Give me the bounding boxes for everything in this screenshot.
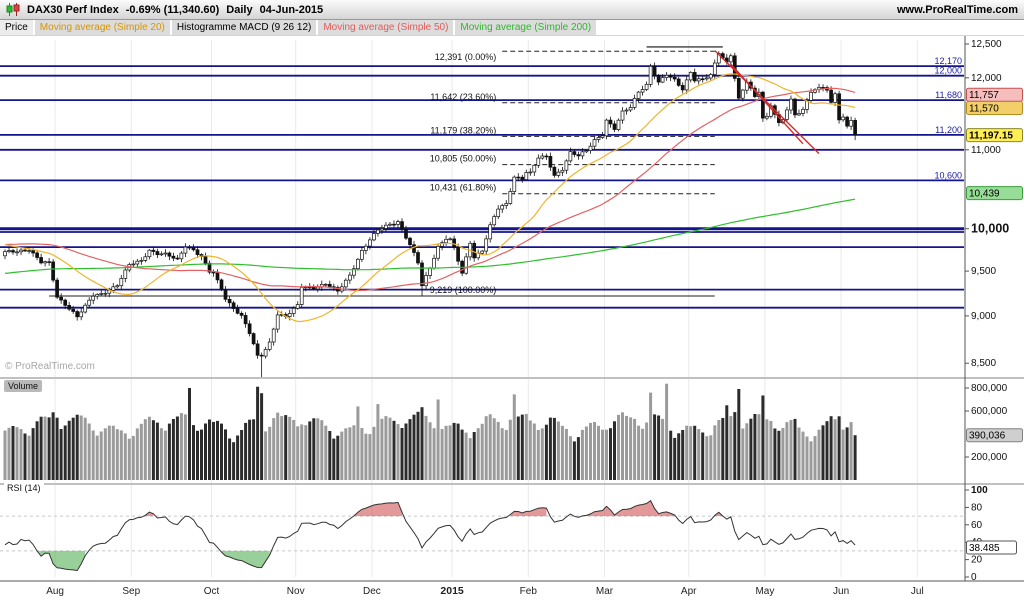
svg-text:9,219 (100.00%): 9,219 (100.00%) <box>430 285 497 295</box>
svg-text:2015: 2015 <box>440 585 464 597</box>
candlestick-icon <box>6 3 20 16</box>
svg-text:12,500: 12,500 <box>971 39 1002 50</box>
svg-text:11,200: 11,200 <box>935 125 962 135</box>
svg-text:60: 60 <box>971 520 983 531</box>
time-axis[interactable]: Aug Sep Oct Nov Dec 2015 Feb Mar Apr May Jun Jul <box>46 585 923 597</box>
svg-text:10,431 (61.80%): 10,431 (61.80%) <box>430 183 497 193</box>
svg-text:38.485: 38.485 <box>969 543 1000 554</box>
svg-text:Oct: Oct <box>204 586 220 597</box>
svg-text:11,570: 11,570 <box>969 104 999 115</box>
rsi-tag: 38.485 <box>966 540 1017 555</box>
price-axis[interactable]: 12,500 12,000 11,000 10,000 9,500 9,000 8,500 1… <box>934 39 1009 369</box>
price-tag: 11,570 <box>966 101 1023 115</box>
rsi-panel <box>0 500 964 571</box>
ma50-line <box>4 87 856 292</box>
svg-text:Mar: Mar <box>596 586 614 597</box>
indicator-chip-sma200[interactable]: Moving average (Simple 200) <box>455 20 597 35</box>
svg-text:10,000: 10,000 <box>971 222 1009 236</box>
svg-text:600,000: 600,000 <box>971 406 1008 417</box>
svg-text:12,000: 12,000 <box>971 73 1002 84</box>
chart-header: DAX30 Perf Index -0.69% (11,340.60) Dail… <box>0 0 1024 20</box>
ma20-line <box>4 73 856 323</box>
svg-text:11,000: 11,000 <box>971 145 1001 156</box>
svg-text:Feb: Feb <box>520 586 538 597</box>
svg-text:100: 100 <box>971 485 988 496</box>
panel-chrome <box>0 35 1024 582</box>
svg-text:Jul: Jul <box>911 586 924 597</box>
svg-text:10,439: 10,439 <box>969 189 1000 200</box>
svg-text:11,197.15: 11,197.15 <box>969 131 1013 142</box>
price-tag: 11,757 <box>966 87 1023 102</box>
date-label: 04-Jun-2015 <box>259 3 324 16</box>
indicator-chip-price[interactable]: Price <box>0 20 33 35</box>
site-link[interactable]: www.ProRealTime.com <box>896 3 1018 16</box>
fibonacci-retracement: 12,391 (0.00%) 11,642 (23.60%) 11,179 (38.… <box>49 50 715 297</box>
volume-axis: 800,000 600,000 200,000 <box>965 383 1008 463</box>
svg-text:200,000: 200,000 <box>971 452 1008 463</box>
trendlines <box>646 46 820 155</box>
svg-text:11,642 (23.60%): 11,642 (23.60%) <box>430 92 496 102</box>
horizontal-levels <box>0 65 964 309</box>
timeframe-label: Daily <box>226 3 253 16</box>
svg-text:Sep: Sep <box>122 586 140 597</box>
instrument-name: DAX30 Perf Index <box>27 3 119 16</box>
ma200-line <box>4 198 856 274</box>
svg-text:12,391 (0.00%): 12,391 (0.00%) <box>435 52 497 62</box>
rsi-panel-label[interactable]: RSI (14) <box>4 483 44 493</box>
svg-text:11,680: 11,680 <box>935 90 962 100</box>
svg-text:9,000: 9,000 <box>971 311 996 322</box>
svg-text:May: May <box>755 586 774 597</box>
rsi-axis: 100806040200 <box>965 485 988 583</box>
svg-text:8,500: 8,500 <box>971 358 996 369</box>
volume-bars <box>3 383 857 480</box>
indicator-chip-macd[interactable]: Histogramme MACD (9 26 12) <box>171 20 317 35</box>
candles-layer <box>3 51 857 378</box>
svg-text:Jun: Jun <box>833 586 849 597</box>
svg-text:80: 80 <box>971 502 983 513</box>
watermark: © ProRealTime.com <box>5 361 95 372</box>
price-change: -0.69% (11,340.60) <box>125 3 220 16</box>
svg-text:20: 20 <box>971 555 983 566</box>
volume-panel-label[interactable]: Volume <box>4 380 43 392</box>
svg-text:390,036: 390,036 <box>969 431 1006 442</box>
svg-text:Aug: Aug <box>46 586 64 597</box>
svg-text:800,000: 800,000 <box>971 383 1008 394</box>
price-tag: 10,439 <box>966 186 1023 201</box>
svg-text:11,757: 11,757 <box>969 90 999 101</box>
indicator-chip-sma50[interactable]: Moving average (Simple 50) <box>318 20 454 35</box>
svg-text:Apr: Apr <box>681 586 697 597</box>
price-tag: 11,197.15 <box>966 128 1023 143</box>
volume-tag: 390,036 <box>966 428 1023 443</box>
indicator-bar: Price Moving average (Simple 20) Histogram… <box>0 20 1024 35</box>
indicator-chip-sma20[interactable]: Moving average (Simple 20) <box>34 20 170 35</box>
svg-text:12,170: 12,170 <box>934 56 962 66</box>
svg-text:0: 0 <box>971 572 977 583</box>
svg-text:Dec: Dec <box>363 586 381 597</box>
svg-text:12,000: 12,000 <box>934 66 962 76</box>
svg-text:11,179 (38.20%): 11,179 (38.20%) <box>430 125 496 135</box>
svg-text:9,500: 9,500 <box>971 266 996 277</box>
svg-text:Nov: Nov <box>287 586 305 597</box>
rsi-line <box>4 499 856 572</box>
svg-text:10,805 (50.00%): 10,805 (50.00%) <box>430 154 497 164</box>
svg-text:10,600: 10,600 <box>934 170 962 180</box>
